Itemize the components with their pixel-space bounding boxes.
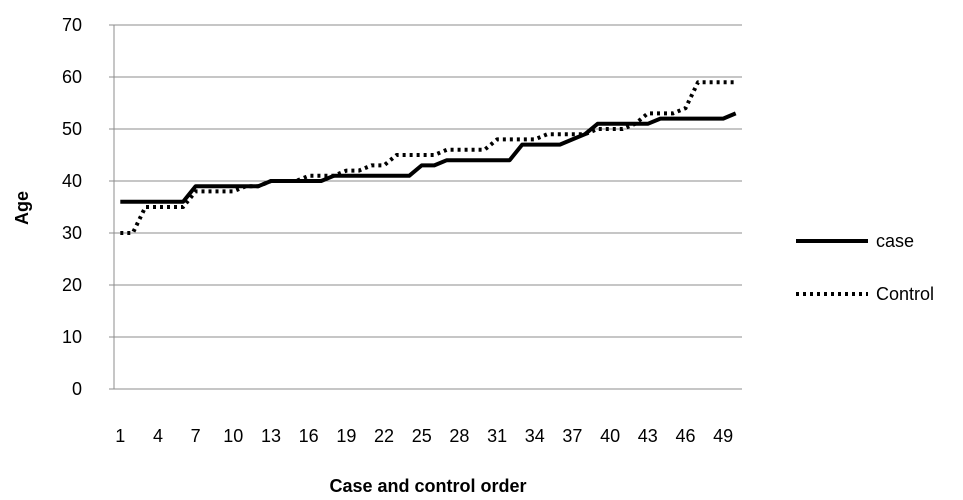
x-tick-label: 7 [191, 426, 201, 446]
x-tick-label: 10 [223, 426, 243, 446]
y-tick-label: 40 [62, 171, 82, 191]
series-line-control [120, 80, 736, 235]
x-tick-label: 49 [713, 426, 733, 446]
y-tick-label: 60 [62, 67, 82, 87]
legend-label-control: Control [876, 284, 934, 304]
y-tick-label: 10 [62, 327, 82, 347]
series-lines [120, 80, 737, 235]
x-tick-label: 46 [675, 426, 695, 446]
x-tick-label: 28 [449, 426, 469, 446]
legend: case Control [796, 231, 934, 304]
x-tick-label: 37 [562, 426, 582, 446]
x-tick-label: 34 [525, 426, 545, 446]
x-tick-label: 40 [600, 426, 620, 446]
x-tick-label: 43 [638, 426, 658, 446]
y-tick-label: 70 [62, 15, 82, 35]
x-tick-label: 4 [153, 426, 163, 446]
x-tick-label: 19 [336, 426, 356, 446]
x-tick-label: 25 [412, 426, 432, 446]
x-axis-title: Case and control order [329, 476, 526, 496]
series-line-case [120, 111, 737, 204]
x-tick-label: 31 [487, 426, 507, 446]
y-tick-label: 0 [72, 379, 82, 399]
y-tick-label: 30 [62, 223, 82, 243]
x-tick-label: 1 [115, 426, 125, 446]
y-tick-label: 50 [62, 119, 82, 139]
x-tick-label: 13 [261, 426, 281, 446]
x-tick-label: 22 [374, 426, 394, 446]
y-axis-title: Age [12, 191, 32, 225]
x-tick-label: 16 [299, 426, 319, 446]
y-tick-label: 20 [62, 275, 82, 295]
axes [109, 24, 742, 390]
tick-labels: 0 10 20 30 40 50 60 70 1 4 7 10 13 16 19 22 25 28 31 34 37 40… [62, 15, 733, 446]
legend-label-case: case [876, 231, 914, 251]
gridlines [114, 24, 742, 338]
